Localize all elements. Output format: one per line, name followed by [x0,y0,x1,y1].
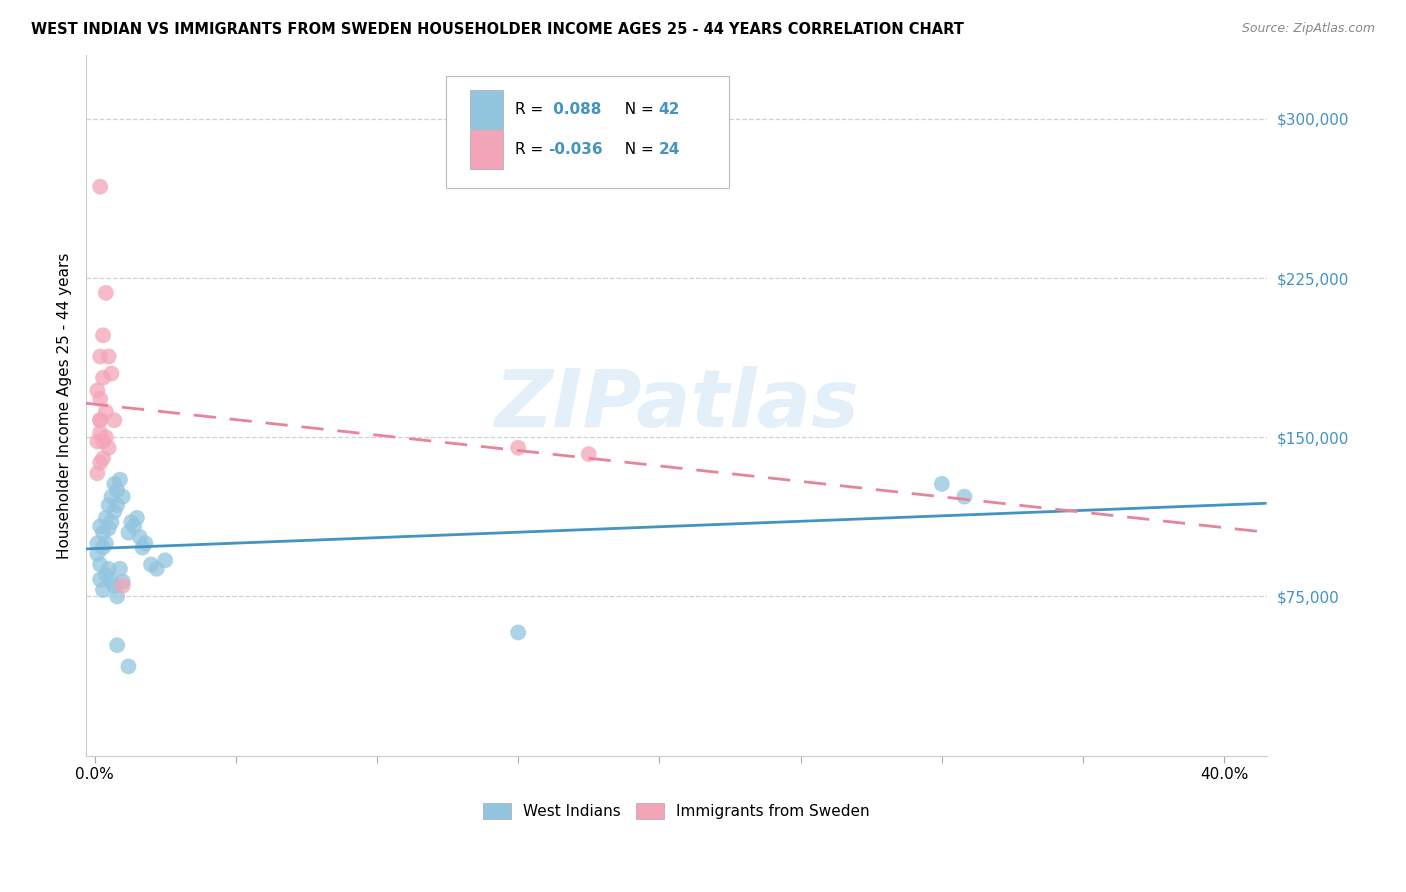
Point [86,384,108,398]
Point [153,553,176,567]
Point [94,568,117,582]
Point [89,519,111,533]
Point [89,179,111,194]
Text: 24: 24 [658,142,681,157]
Point [97,521,120,535]
Point [953,490,976,504]
Point [91,541,114,555]
Point [134,536,156,550]
Point [508,441,530,455]
Point [91,582,114,597]
Point [89,558,111,572]
Point [86,547,108,561]
Point [100,490,122,504]
Point [86,434,108,449]
Point [122,519,145,533]
Point [131,541,153,555]
Text: 0.088: 0.088 [548,102,600,117]
Point [89,413,111,427]
Point [111,490,134,504]
Point [111,579,134,593]
Point [100,367,122,381]
Point [91,370,114,384]
Point [105,498,128,512]
Point [103,504,125,518]
Point [103,476,125,491]
Point [139,558,162,572]
Point [97,562,120,576]
Point [108,562,131,576]
Point [105,483,128,498]
Point [91,328,114,343]
Point [97,350,120,364]
Point [100,515,122,529]
Point [86,467,108,481]
Point [89,350,111,364]
Point [97,498,120,512]
Point [86,536,108,550]
Text: ZIPatlas: ZIPatlas [494,367,859,444]
Point [117,525,139,540]
Point [128,530,150,544]
Y-axis label: Householder Income Ages 25 - 44 years: Householder Income Ages 25 - 44 years [58,252,72,558]
Point [105,590,128,604]
Legend: West Indians, Immigrants from Sweden: West Indians, Immigrants from Sweden [477,797,876,825]
Point [94,405,117,419]
FancyBboxPatch shape [446,76,730,188]
Text: R =: R = [515,102,548,117]
Point [105,638,128,652]
Point [91,451,114,466]
Point [89,573,111,587]
Text: -0.036: -0.036 [548,142,602,157]
Point [94,511,117,525]
Point [94,430,117,444]
Point [91,434,114,449]
Point [94,285,117,300]
Text: 42: 42 [658,102,681,117]
Point [94,536,117,550]
Point [931,476,953,491]
Text: N =: N = [614,102,658,117]
Point [89,392,111,406]
Point [508,625,530,640]
Point [91,525,114,540]
Point [103,413,125,427]
Point [89,413,111,427]
Point [125,511,148,525]
FancyBboxPatch shape [470,90,503,128]
Point [89,425,111,440]
Point [578,447,600,461]
Point [111,574,134,589]
FancyBboxPatch shape [470,130,503,169]
Point [108,473,131,487]
Text: N =: N = [614,142,658,157]
Text: WEST INDIAN VS IMMIGRANTS FROM SWEDEN HOUSEHOLDER INCOME AGES 25 - 44 YEARS CORR: WEST INDIAN VS IMMIGRANTS FROM SWEDEN HO… [31,22,963,37]
Point [89,456,111,470]
Point [103,579,125,593]
Text: R =: R = [515,142,548,157]
Point [100,574,122,589]
Point [117,659,139,673]
Point [120,515,142,529]
Point [145,562,167,576]
Text: Source: ZipAtlas.com: Source: ZipAtlas.com [1241,22,1375,36]
Point [97,441,120,455]
